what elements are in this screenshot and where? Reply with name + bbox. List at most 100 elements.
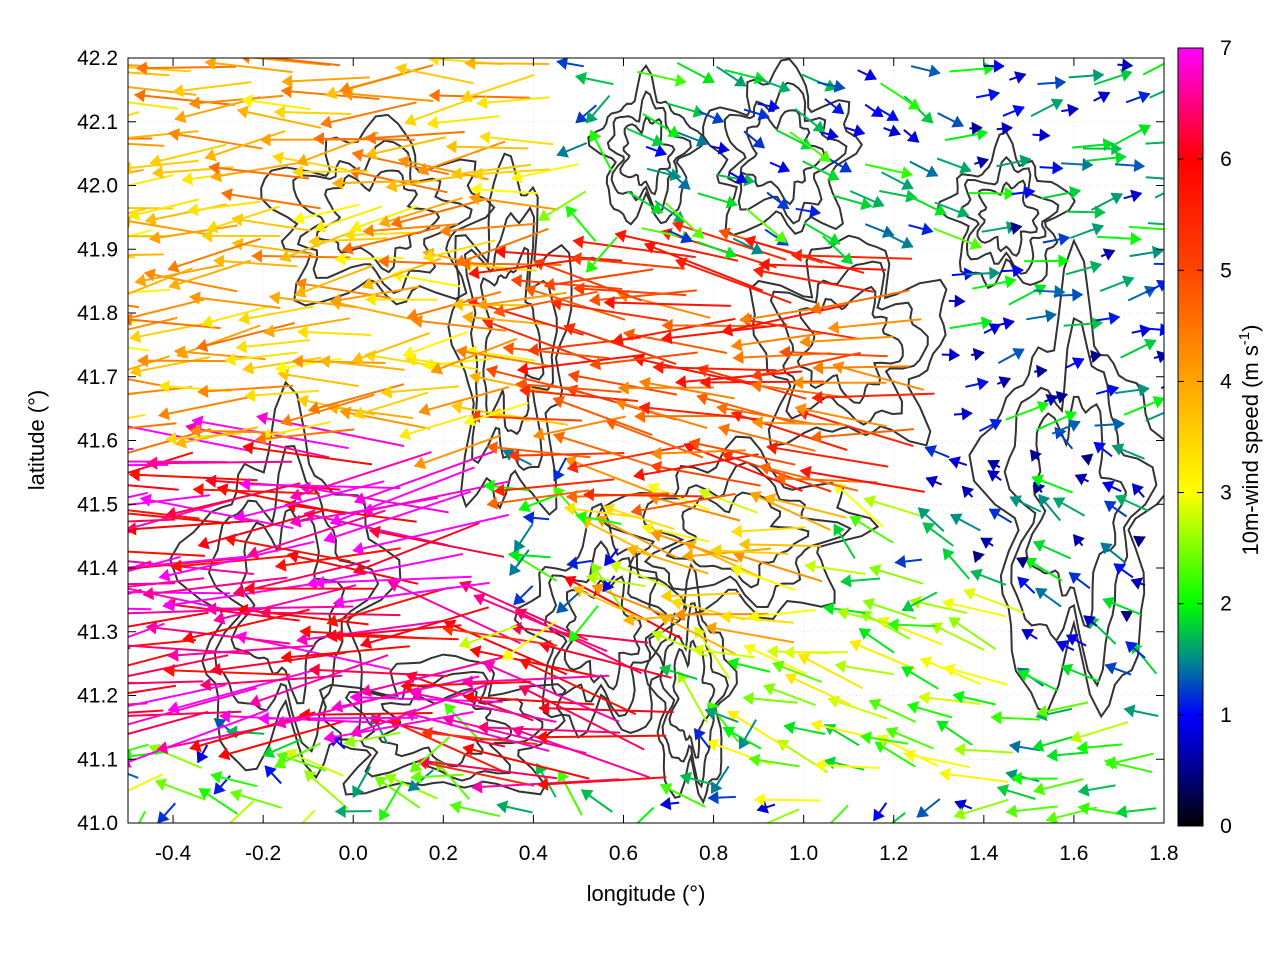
- wind-vector-shaft: [278, 373, 358, 386]
- wind-vector-shaft: [1146, 407, 1177, 421]
- wind-vector-head: [676, 376, 686, 387]
- wind-vector-head: [1123, 276, 1134, 287]
- wind-vector: [870, 565, 923, 584]
- wind-vector-shaft: [135, 95, 235, 105]
- wind-vector-head: [719, 228, 730, 239]
- wind-vector: [239, 306, 314, 324]
- wind-vector-head: [298, 326, 308, 338]
- wind-vector: [586, 96, 609, 123]
- wind-vector-shaft: [537, 736, 666, 738]
- wind-vector: [661, 590, 740, 602]
- wind-vector-head: [1059, 234, 1069, 245]
- wind-vector: [1034, 779, 1083, 795]
- wind-vector: [1147, 324, 1170, 336]
- wind-vector: [937, 159, 971, 174]
- wind-vector-head: [861, 732, 871, 743]
- wind-vector-head: [1069, 573, 1080, 583]
- wind-vector: [1025, 559, 1062, 581]
- wind-vectors: [0, 50, 1187, 855]
- y-tick-label: 41.9: [77, 238, 118, 261]
- wind-vector: [1129, 224, 1175, 235]
- wind-vector: [747, 809, 799, 833]
- wind-vector-shaft: [353, 333, 430, 361]
- wind-vector: [1082, 454, 1093, 465]
- wind-vector: [0, 600, 151, 612]
- wind-vector-shaft: [202, 306, 271, 324]
- wind-vector-head: [88, 331, 99, 342]
- wind-vector-head: [0, 519, 9, 530]
- wind-vector-head: [67, 645, 77, 657]
- wind-vector-head: [829, 322, 839, 333]
- wind-vector: [799, 654, 863, 688]
- wind-vector-head: [345, 229, 355, 241]
- wind-vector: [971, 349, 984, 360]
- wind-vector-shaft: [829, 319, 922, 328]
- wind-vector-shaft: [214, 261, 297, 267]
- wind-vector-shaft: [74, 141, 164, 146]
- x-tick-label: 1.6: [1059, 842, 1088, 865]
- wind-vector-head: [651, 530, 662, 541]
- wind-vector: [156, 779, 206, 800]
- wind-vector-head: [1132, 578, 1143, 589]
- wind-vector-head: [1160, 324, 1170, 336]
- wind-vector-head: [463, 312, 473, 323]
- wind-vector-head: [954, 808, 965, 819]
- wind-vector: [770, 162, 789, 173]
- wind-vector-head: [805, 561, 815, 572]
- wind-vector-head: [740, 539, 750, 551]
- wind-vector-shaft: [104, 774, 162, 802]
- colorbar-label-prefix: 10m-wind speed (m s: [1238, 345, 1263, 555]
- wind-vector: [1126, 92, 1149, 103]
- wind-vector-head: [114, 290, 125, 301]
- wind-vector: [1017, 557, 1028, 567]
- wind-vector-head: [67, 125, 78, 136]
- wind-vector: [1130, 247, 1163, 258]
- wind-vector-shaft: [740, 544, 821, 546]
- wind-vector-shaft: [380, 198, 463, 224]
- wind-vector: [1066, 358, 1084, 368]
- wind-vector-head: [238, 106, 248, 117]
- wind-vector-head: [1094, 70, 1104, 82]
- wind-vector-head: [173, 85, 183, 96]
- colorbar-tick-label: 5: [1220, 259, 1232, 282]
- wind-vector: [942, 349, 959, 361]
- wind-vector-head: [282, 86, 292, 97]
- wind-vector-shaft: [222, 193, 321, 208]
- wind-vector-head: [74, 455, 83, 467]
- wind-vector-head: [1079, 785, 1089, 796]
- wind-vector-head: [1114, 564, 1125, 574]
- wind-vector-head: [557, 58, 567, 69]
- wind-vector-head: [487, 498, 497, 509]
- wind-vector-shaft: [190, 297, 280, 308]
- wind-vector-head: [904, 750, 914, 761]
- wind-vector-head: [582, 790, 593, 800]
- x-tick-label: 1.0: [789, 842, 818, 865]
- wind-vector-head: [1131, 190, 1142, 201]
- wind-vector-head: [480, 132, 490, 143]
- y-tick-label: 41.6: [77, 430, 118, 453]
- wind-vector-head: [10, 621, 21, 632]
- y-tick-label: 42.0: [77, 175, 118, 198]
- wind-vector-shaft: [177, 325, 260, 355]
- wind-vector: [1094, 92, 1110, 102]
- wind-vector-head: [35, 519, 45, 531]
- wind-vector: [428, 116, 499, 128]
- wind-vector-head: [991, 712, 1001, 724]
- wind-vector: [962, 487, 973, 498]
- x-tick-label: 0.0: [339, 842, 368, 865]
- wind-vector: [1079, 785, 1116, 796]
- wind-vector: [1012, 773, 1058, 785]
- wind-vector-shaft: [509, 453, 624, 456]
- wind-vector-head: [12, 460, 21, 472]
- wind-vector-head: [326, 87, 337, 98]
- wind-vector: [334, 583, 490, 608]
- wind-vector-head: [121, 162, 131, 174]
- wind-vector: [400, 416, 468, 439]
- wind-vector: [709, 792, 736, 804]
- wind-vector: [451, 801, 501, 816]
- wind-vector-shaft: [293, 171, 369, 172]
- terrain-contour: [669, 641, 714, 758]
- wind-vector-head: [1062, 664, 1073, 675]
- wind-vector-shaft: [335, 258, 404, 259]
